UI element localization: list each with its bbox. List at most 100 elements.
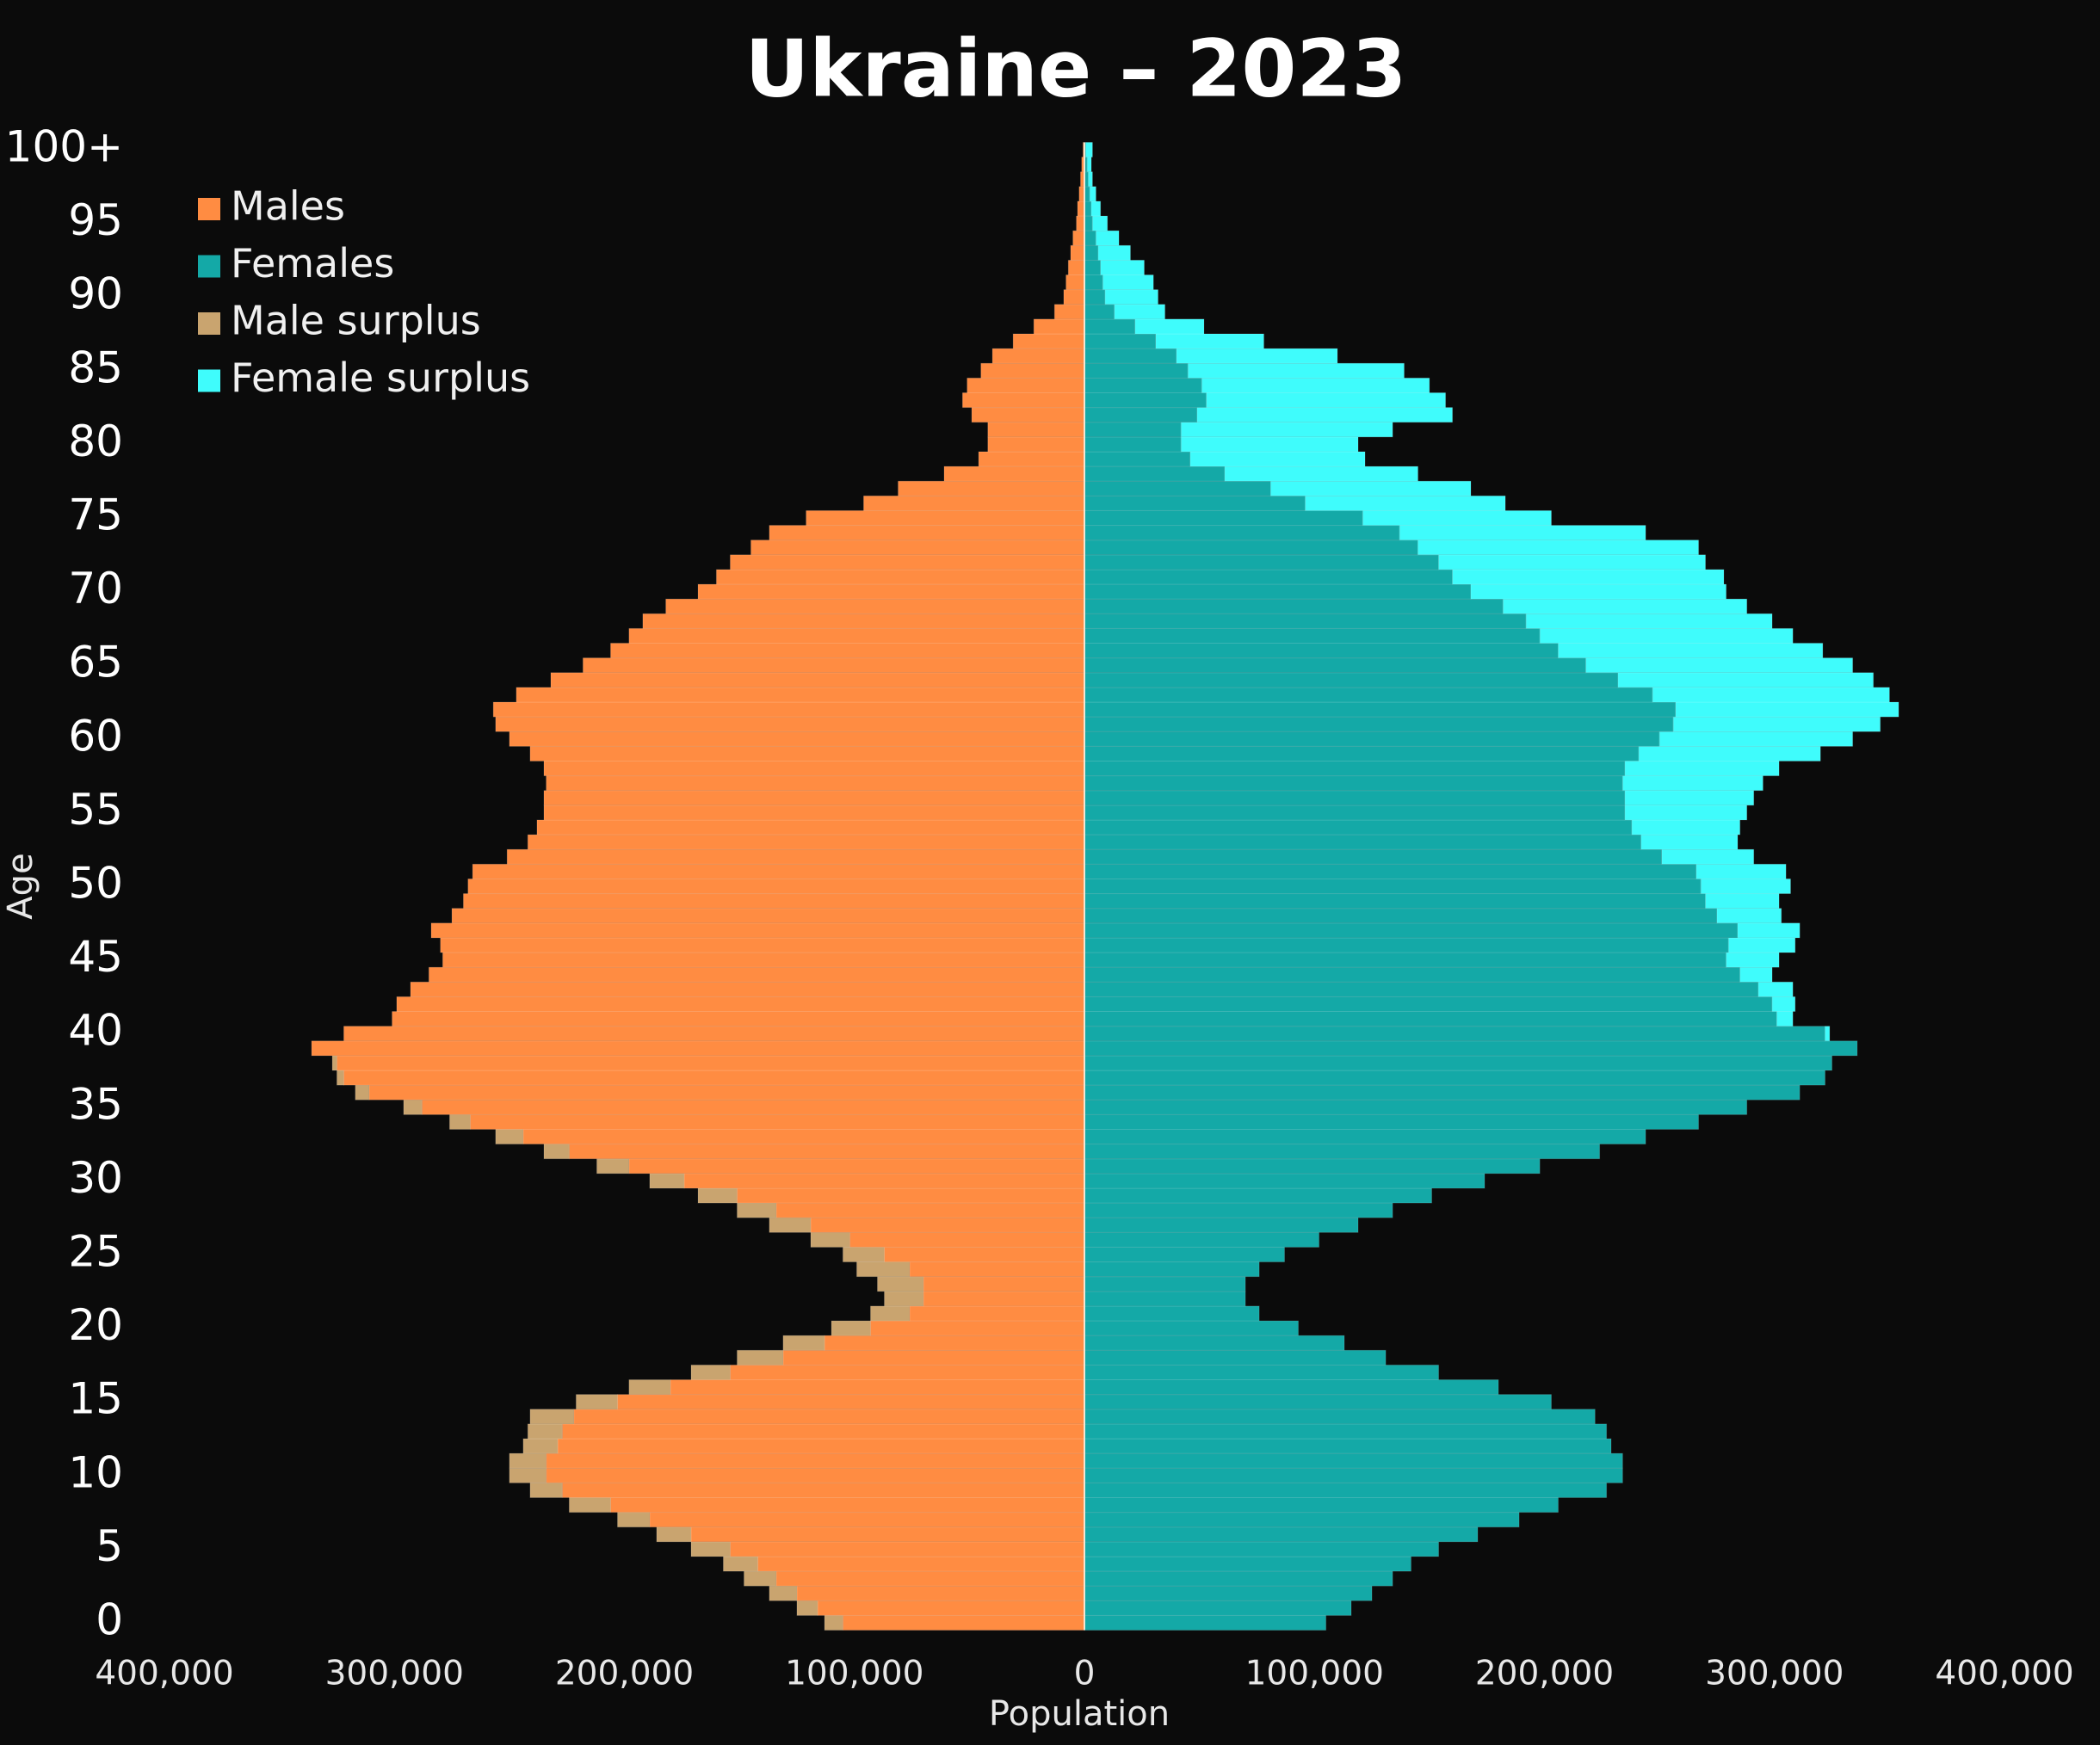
legend-swatch xyxy=(198,198,220,220)
bar xyxy=(462,893,1085,909)
y-tick-label: 75 xyxy=(68,490,123,540)
bar xyxy=(1084,1496,1560,1514)
bar xyxy=(670,1379,1085,1396)
bar xyxy=(561,1482,1085,1498)
bar xyxy=(1104,289,1159,305)
y-tick-label: 40 xyxy=(68,1006,123,1056)
bar xyxy=(869,1305,911,1322)
legend: Males Females Male surplus Female surplus xyxy=(198,183,530,401)
y-tick-label: 5 xyxy=(96,1521,123,1571)
bar xyxy=(472,863,1085,879)
bar xyxy=(1084,554,1440,570)
bar xyxy=(1084,259,1102,276)
legend-swatch xyxy=(198,312,220,335)
bar xyxy=(582,657,1085,674)
bar xyxy=(1084,908,1718,924)
bar xyxy=(824,1614,843,1631)
bar xyxy=(440,937,1085,953)
bar xyxy=(1084,583,1472,600)
bar xyxy=(495,716,1085,732)
x-tick-label: 100,000 xyxy=(1245,1655,1384,1693)
bar xyxy=(1095,230,1120,246)
bar xyxy=(862,495,1085,511)
y-tick-label: 85 xyxy=(68,342,123,392)
bar xyxy=(967,377,1085,393)
bar xyxy=(1084,672,1619,688)
bar xyxy=(1084,1585,1373,1601)
bar xyxy=(1091,215,1109,231)
bar xyxy=(1067,259,1085,276)
bar xyxy=(529,1482,563,1498)
bar xyxy=(796,1585,1085,1601)
bar xyxy=(1631,819,1741,836)
bar xyxy=(876,1276,924,1292)
bar xyxy=(1084,436,1182,453)
bar xyxy=(1362,509,1553,527)
legend-label: Male surplus xyxy=(231,298,481,344)
bar xyxy=(1077,200,1085,217)
bar xyxy=(971,407,1085,423)
bar xyxy=(1084,362,1189,379)
bars xyxy=(311,141,1899,1631)
bar xyxy=(442,952,1085,968)
bar xyxy=(421,1099,1085,1115)
bar xyxy=(495,1128,524,1145)
bar xyxy=(806,509,1085,527)
bar xyxy=(1084,1320,1300,1336)
bar xyxy=(1114,304,1166,320)
bar xyxy=(550,672,1085,688)
bar xyxy=(403,1099,423,1115)
bar xyxy=(1771,996,1796,1013)
bar xyxy=(596,1158,630,1175)
bar xyxy=(1084,1276,1246,1292)
bar xyxy=(1269,480,1472,496)
bar xyxy=(1187,362,1405,379)
bar xyxy=(1084,1541,1440,1557)
bar xyxy=(736,1349,784,1366)
bar xyxy=(1705,893,1780,909)
bar xyxy=(690,1541,731,1557)
bar xyxy=(649,1173,685,1189)
bar xyxy=(1084,422,1182,438)
bar xyxy=(1470,583,1727,600)
bar xyxy=(1012,333,1085,349)
legend-label: Males xyxy=(231,183,345,230)
bar xyxy=(1084,643,1560,659)
bar xyxy=(1089,186,1096,202)
bar xyxy=(1084,244,1099,261)
bar xyxy=(1084,1128,1646,1145)
bar xyxy=(775,1202,1085,1218)
bar xyxy=(543,1144,570,1160)
bar xyxy=(656,1526,692,1543)
bar xyxy=(311,1040,1085,1057)
bar xyxy=(1084,805,1626,821)
bar xyxy=(1072,230,1085,246)
bar xyxy=(736,1187,1085,1204)
bar xyxy=(1084,333,1157,349)
x-tick-label: 400,000 xyxy=(1935,1655,2073,1693)
bar xyxy=(448,1113,471,1130)
bar xyxy=(849,1231,1085,1248)
bar xyxy=(1084,1261,1260,1278)
bar xyxy=(331,1055,337,1071)
bar xyxy=(628,627,1085,644)
bar xyxy=(1196,407,1454,423)
y-tick-label: 30 xyxy=(68,1153,123,1203)
bar xyxy=(1084,790,1626,806)
x-tick-label: 100,000 xyxy=(785,1655,923,1693)
bar xyxy=(543,805,1085,821)
bar xyxy=(536,819,1085,836)
bar xyxy=(1739,966,1773,983)
bar xyxy=(750,540,1085,556)
bar xyxy=(1180,436,1359,453)
bar xyxy=(1776,1011,1794,1027)
bar xyxy=(1084,451,1191,467)
bar xyxy=(690,1364,731,1381)
bar xyxy=(883,1246,1085,1263)
bar xyxy=(616,1512,651,1528)
bar xyxy=(543,790,1085,806)
legend-swatch xyxy=(198,369,220,392)
bar xyxy=(1617,672,1875,688)
bar xyxy=(1695,863,1787,879)
bar xyxy=(1084,760,1626,777)
